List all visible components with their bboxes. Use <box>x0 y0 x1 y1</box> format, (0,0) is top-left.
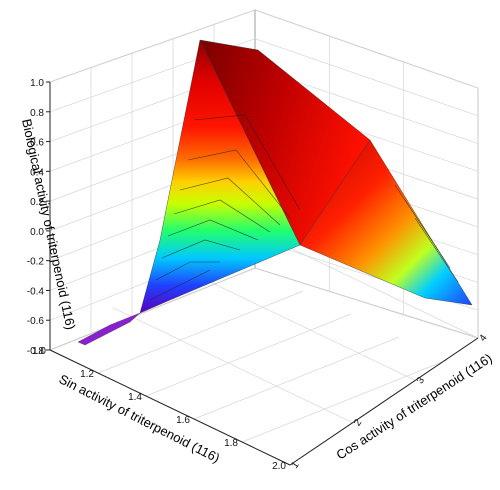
x-axis-ticks: 1.0 1.2 1.4 1.6 1.8 2.0 <box>32 346 286 472</box>
z-tick-label: 0.8 <box>30 108 44 119</box>
contour-lines <box>149 114 459 301</box>
grid-x-floor <box>145 313 352 397</box>
x-tick-label: 2.0 <box>272 461 286 472</box>
x-axis-title: Sin activity of triterpenoid (116) <box>57 371 223 465</box>
surface-tail <box>77 312 141 346</box>
z-axis-ticks: -0.8 -0.6 -0.4 -0.2 0.0 0.2 0.4 0.6 0.8 1.0 <box>27 78 50 357</box>
x-tick-label: 1.8 <box>224 438 238 449</box>
z-tick-label: 0.0 <box>30 227 44 238</box>
z-tick-label: 0.2 <box>30 197 44 208</box>
grid-x-floor <box>241 359 448 443</box>
grid-y-floor <box>112 307 353 423</box>
z-tick-label: 0.4 <box>30 167 44 178</box>
surface-right-face <box>299 139 473 306</box>
z-tick-label: -0.4 <box>27 286 45 297</box>
x-tick-label: 1.6 <box>176 415 190 426</box>
x-tick-label: 1.2 <box>80 369 94 380</box>
y-tick-label: 4 <box>477 332 489 343</box>
grid-z-right <box>254 267 479 339</box>
grid-x-floor <box>97 290 304 374</box>
x-tick-label: 1.0 <box>32 346 46 357</box>
grid-z-left <box>49 9 256 83</box>
z-tick-label: -0.2 <box>27 257 45 268</box>
y-tick-label: 1 <box>289 459 301 470</box>
grid-x-floor <box>193 336 400 420</box>
surface <box>77 39 473 346</box>
x-tick-label: 1.4 <box>128 392 142 403</box>
z-tick-label: 0.6 <box>30 138 44 149</box>
grid-y-floor <box>175 265 416 381</box>
y-tick-label: 3 <box>415 375 427 386</box>
grid-z-right <box>254 38 479 117</box>
grid-z-right <box>254 9 479 89</box>
z-axis-title: Biological activity of triterpenoid (116… <box>19 118 78 332</box>
y-axis-title: Cos activity of triterpenoid (116) <box>333 351 494 463</box>
z-tick-label: 1.0 <box>30 78 44 89</box>
z-tick-label: -0.6 <box>27 316 45 327</box>
y-tick-label: 2 <box>352 417 364 428</box>
y-axis-ticks: 1 2 3 4 <box>289 332 489 470</box>
z-tick-label: -0.8 <box>27 346 45 357</box>
grid-z-left <box>49 267 256 351</box>
axes <box>49 82 479 466</box>
